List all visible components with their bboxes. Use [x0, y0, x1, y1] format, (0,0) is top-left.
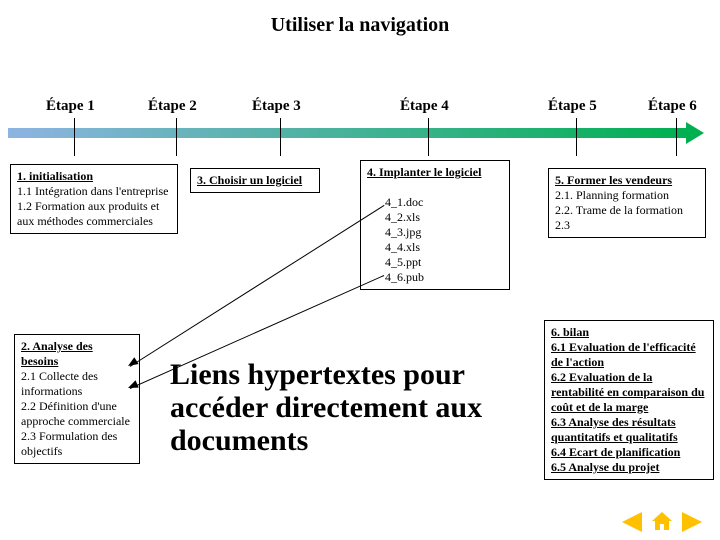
stage-label-4: Étape 4 [400, 98, 449, 115]
box-b6: 6. bilan6.1 Evaluation de l'efficacité d… [544, 320, 714, 480]
box-heading: 5. Former les vendeurs [555, 173, 699, 188]
box-line [367, 180, 503, 195]
box-line: 4_1.doc [367, 195, 503, 210]
box-b5: 5. Former les vendeurs2.1. Planning form… [548, 168, 706, 238]
nav-back-icon[interactable] [622, 512, 642, 532]
stage-label-1: Étape 1 [46, 98, 95, 115]
box-heading: 6. bilan [551, 325, 707, 340]
stage-label-5: Étape 5 [548, 98, 597, 115]
box-line: 6.4 Ecart de planification [551, 445, 707, 460]
callout-title-text: Liens hypertextes pour accéder directeme… [170, 358, 482, 457]
stage-tick-6 [676, 118, 677, 156]
box-line: 4_5.ppt [367, 255, 503, 270]
box-line: 2.1 Collecte des informations [21, 369, 133, 399]
box-line: 6.2 Evaluation de la rentabilité en comp… [551, 370, 707, 415]
page-title: Utiliser la navigation [0, 14, 720, 37]
stage-tick-1 [74, 118, 75, 156]
box-heading: 3. Choisir un logiciel [197, 173, 313, 188]
stage-label-3: Étape 3 [252, 98, 301, 115]
timeline-arrow [8, 128, 686, 138]
title-text: Utiliser la navigation [271, 14, 450, 36]
box-heading: 1. initialisation [17, 169, 171, 184]
box-heading: 4. Implanter le logiciel [367, 165, 503, 180]
nav-forward-icon[interactable] [682, 512, 702, 532]
box-line: 1.1 Intégration dans l'entreprise [17, 184, 171, 199]
timeline-arrowhead [686, 122, 704, 144]
box-heading: 2. Analyse des besoins [21, 339, 133, 369]
box-b1: 1. initialisation1.1 Intégration dans l'… [10, 164, 178, 234]
box-line: 4_6.pub [367, 270, 503, 285]
box-b2: 2. Analyse des besoins2.1 Collecte des i… [14, 334, 140, 464]
box-line: 1.2 Formation aux produits et aux méthod… [17, 199, 171, 229]
box-line: 2.2. Trame de la formation [555, 203, 699, 218]
box-line: 4_2.xls [367, 210, 503, 225]
box-b4: 4. Implanter le logiciel 4_1.doc4_2.xls4… [360, 160, 510, 290]
box-line: 2.3 Formulation des objectifs [21, 429, 133, 459]
box-line: 6.5 Analyse du projet [551, 460, 707, 475]
stage-tick-5 [576, 118, 577, 156]
box-line: 6.1 Evaluation de l'efficacité de l'acti… [551, 340, 707, 370]
box-b3: 3. Choisir un logiciel [190, 168, 320, 193]
box-line: 2.3 [555, 218, 699, 233]
stage-tick-4 [428, 118, 429, 156]
stage-tick-3 [280, 118, 281, 156]
stage-label-6: Étape 6 [648, 98, 697, 115]
stage-label-2: Étape 2 [148, 98, 197, 115]
box-line: 2.2 Définition d'une approche commercial… [21, 399, 133, 429]
callout-title: Liens hypertextes pour accéder directeme… [170, 358, 510, 457]
box-line: 2.1. Planning formation [555, 188, 699, 203]
box-line: 6.3 Analyse des résultats quantitatifs e… [551, 415, 707, 445]
stage-tick-2 [176, 118, 177, 156]
nav-home-icon[interactable] [652, 512, 672, 530]
box-line: 4_4.xls [367, 240, 503, 255]
box-line: 4_3.jpg [367, 225, 503, 240]
